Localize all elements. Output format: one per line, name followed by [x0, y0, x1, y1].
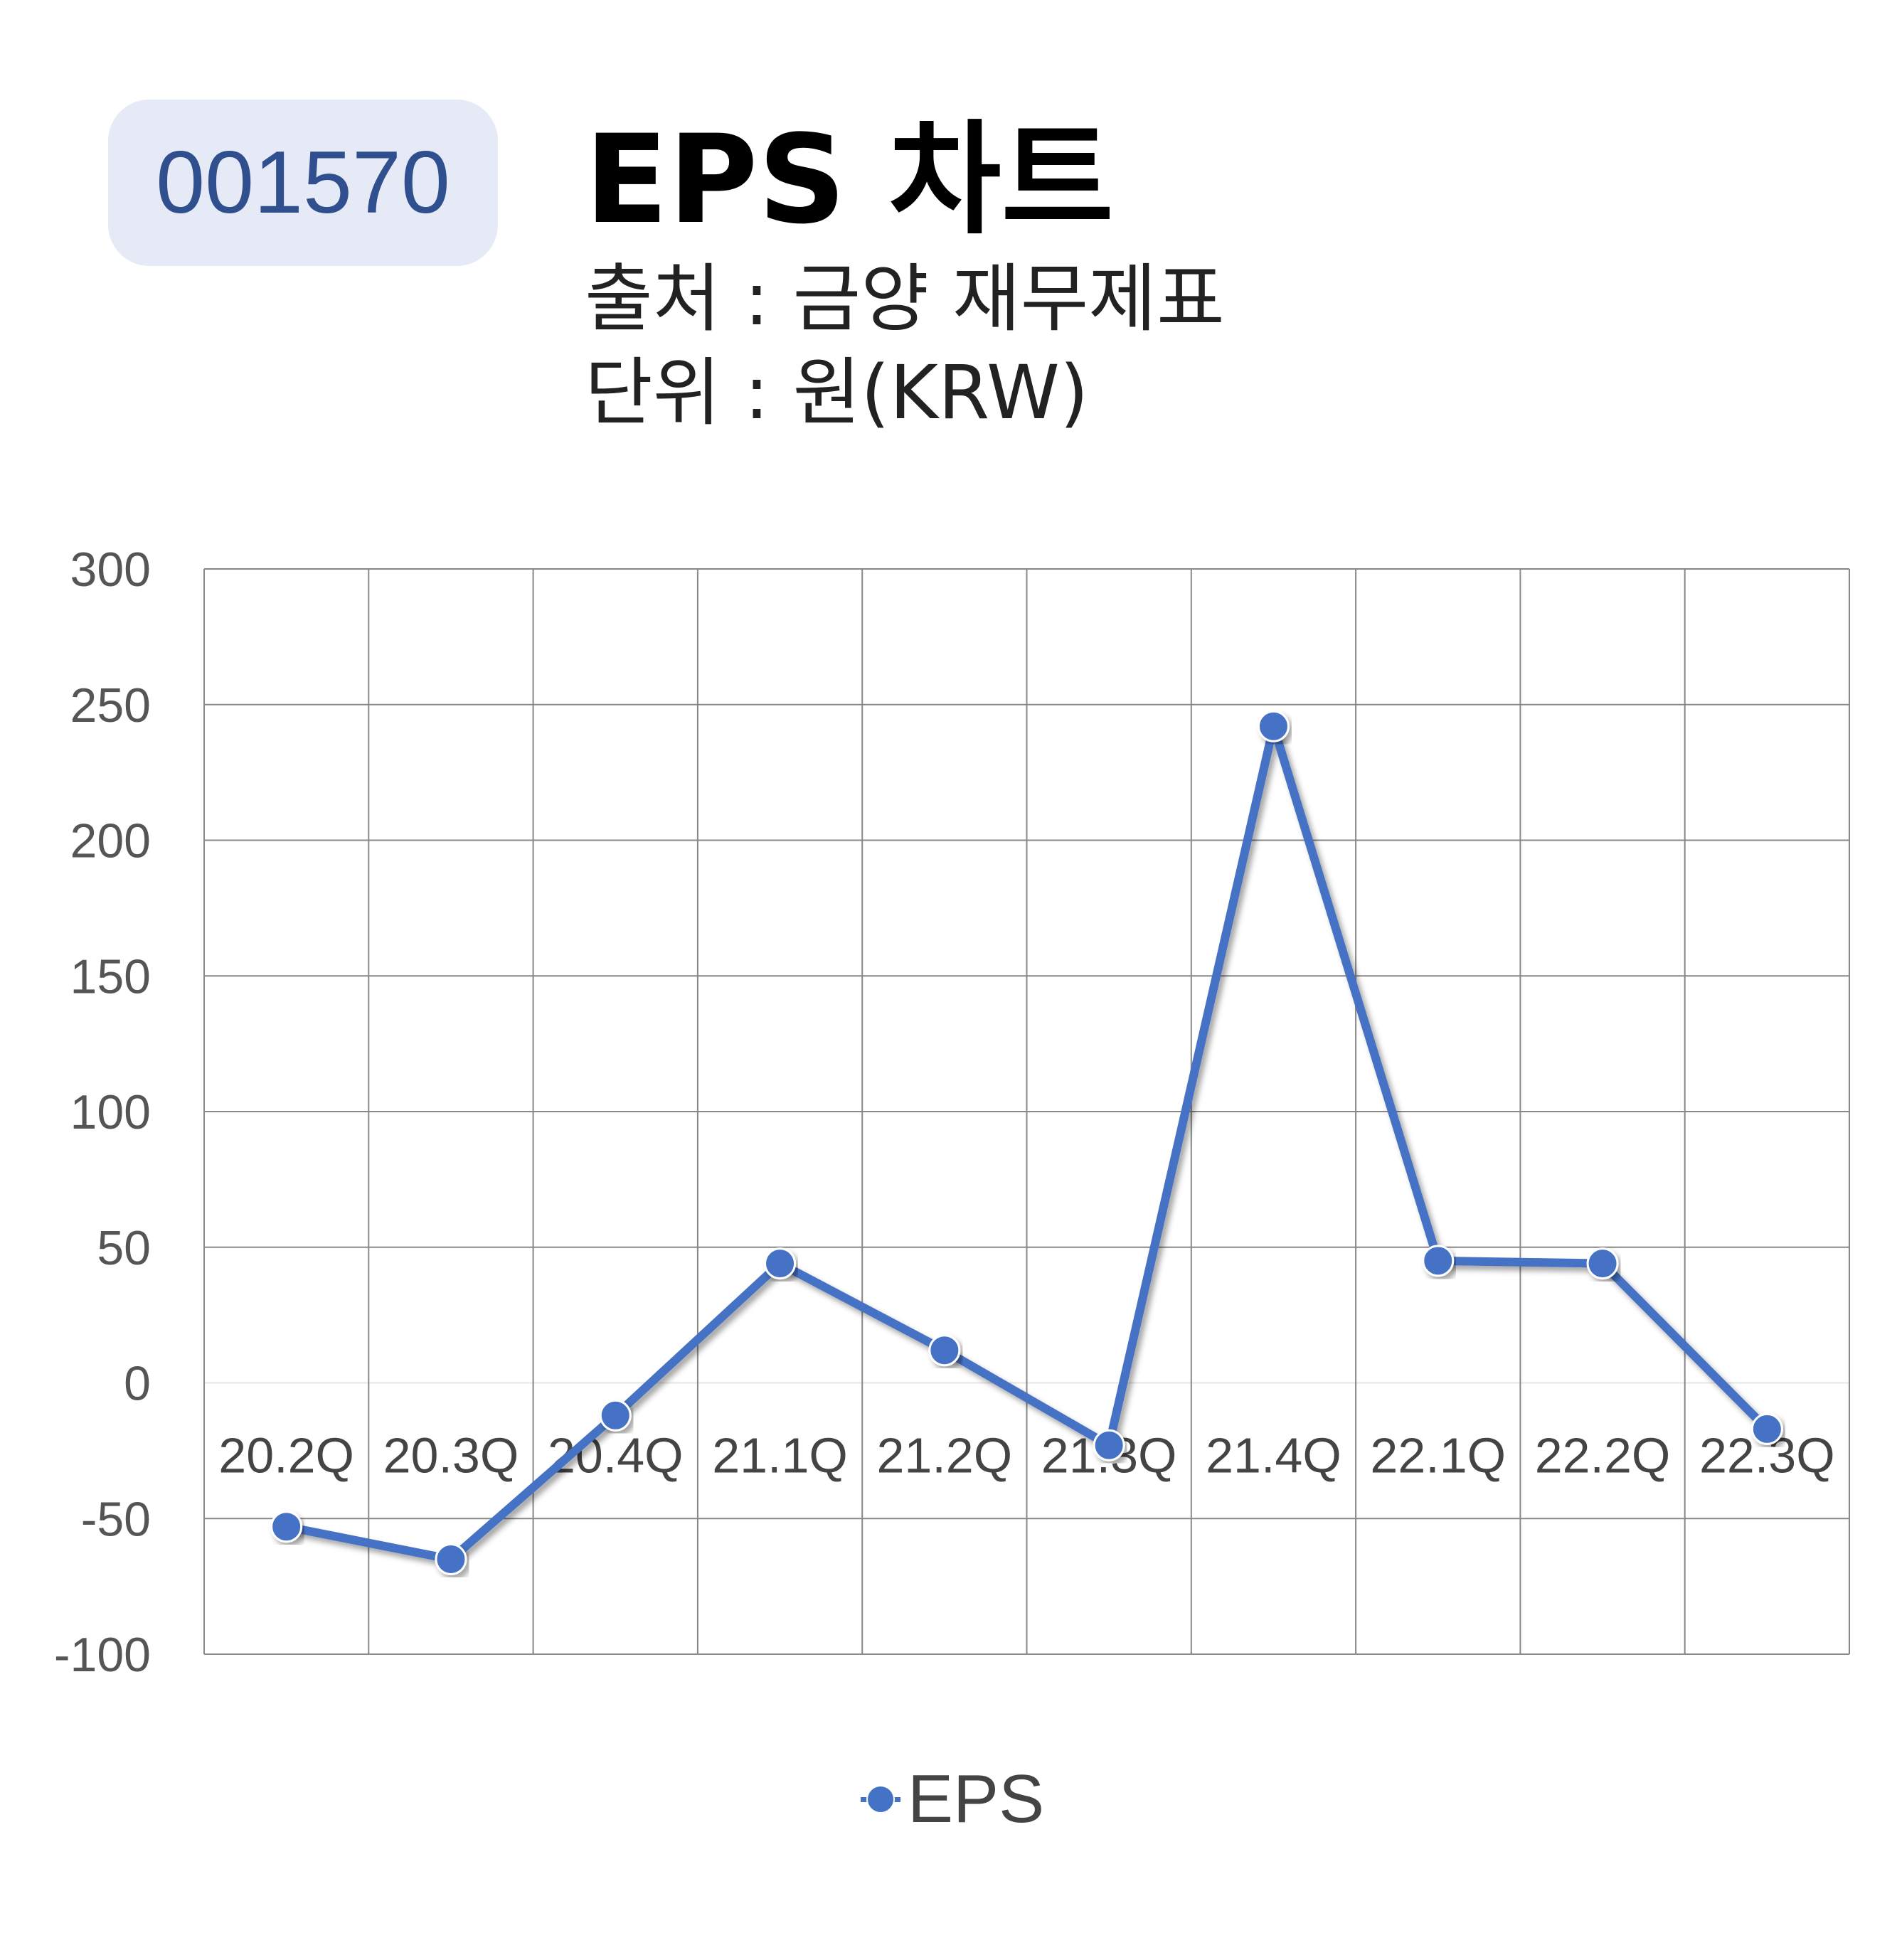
chart-grid — [203, 568, 1850, 1655]
x-tick-label: 20.2Q — [218, 1428, 354, 1484]
data-point — [928, 1334, 961, 1367]
chart-unit: 단위 : 원(KRW) — [585, 349, 1089, 436]
stock-code-badge: 001570 — [108, 100, 498, 266]
y-tick-label: 250 — [70, 678, 151, 733]
legend-label: EPS — [908, 1761, 1045, 1837]
x-tick-label: 21.1Q — [712, 1428, 848, 1484]
data-point — [764, 1247, 797, 1280]
data-point — [270, 1511, 303, 1543]
y-tick-label: -50 — [81, 1492, 151, 1546]
data-point — [599, 1399, 632, 1432]
data-point — [1422, 1245, 1455, 1277]
data-point — [1093, 1429, 1125, 1461]
data-point — [1586, 1247, 1619, 1280]
y-axis-ticks: 300 250 200 150 100 50 0 -50 -100 — [54, 543, 151, 1682]
x-tick-label: 21.4Q — [1206, 1428, 1341, 1484]
x-tick-label: 21.2Q — [876, 1428, 1012, 1484]
x-tick-label: 20.3Q — [383, 1428, 519, 1484]
x-axis-ticks: 20.2Q20.3Q20.4Q21.1Q21.2Q21.3Q21.4Q22.1Q… — [218, 1428, 1834, 1484]
y-tick-label: 200 — [70, 814, 151, 868]
data-point — [1750, 1412, 1783, 1445]
legend-marker-icon — [861, 1779, 900, 1819]
x-tick-label: 22.2Q — [1535, 1428, 1671, 1484]
stock-code: 001570 — [156, 134, 450, 232]
eps-series — [270, 710, 1783, 1575]
series-line-eps — [282, 722, 1772, 1564]
chart-title: EPS 차트 — [585, 108, 1114, 251]
y-tick-label: 300 — [70, 543, 151, 597]
data-point — [435, 1543, 467, 1575]
chart-source: 출처 : 금양 재무제표 — [585, 255, 1225, 342]
y-tick-label: 50 — [97, 1221, 151, 1275]
y-tick-label: 100 — [70, 1085, 151, 1139]
data-point — [1257, 710, 1290, 742]
y-tick-label: -100 — [54, 1628, 151, 1682]
x-tick-label: 22.1Q — [1370, 1428, 1506, 1484]
y-tick-label: 0 — [124, 1357, 151, 1411]
y-tick-label: 150 — [70, 949, 151, 1003]
legend: EPS — [861, 1757, 1044, 1842]
